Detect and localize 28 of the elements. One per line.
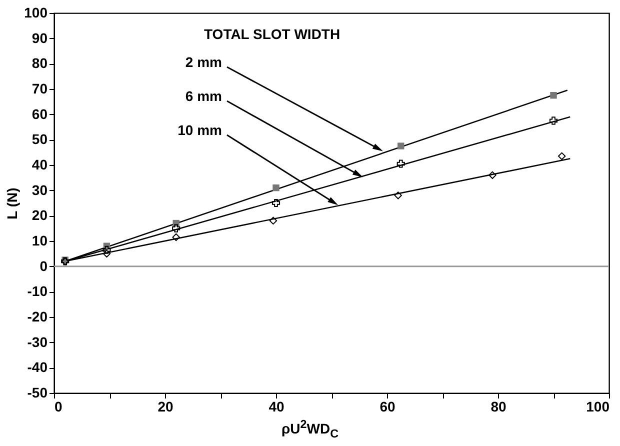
y-tick-label: -40: [27, 359, 48, 376]
y-tick-label: -20: [27, 308, 48, 324]
x-tick-label: 80: [490, 398, 506, 414]
y-tick-label: -50: [27, 384, 48, 400]
y-axis-title: L (N): [4, 188, 20, 220]
x-tick-label: 60: [380, 398, 396, 414]
annotation: 10 mm: [178, 122, 222, 138]
y-tick-label: -10: [27, 283, 48, 300]
x-tick-label: 20: [158, 398, 174, 414]
annotation: TOTAL SLOT WIDTH: [204, 26, 340, 42]
x-tick-label: 0: [54, 398, 62, 414]
y-tick-label: 30: [32, 182, 48, 198]
y-tick-label: 90: [32, 30, 48, 46]
y-tick-label: 100: [24, 4, 48, 20]
y-tick-label: 40: [32, 156, 48, 172]
y-tick-label: 20: [32, 207, 48, 224]
y-tick-label: 0: [40, 258, 48, 274]
y-tick-label: 80: [32, 55, 48, 72]
annotation: 2 mm: [185, 54, 222, 70]
y-tick-label: -30: [27, 334, 48, 350]
y-tick-label: 50: [32, 131, 48, 148]
annotation: 6 mm: [185, 88, 222, 104]
x-tick-label: 40: [268, 398, 284, 414]
y-tick-label: 60: [32, 106, 48, 122]
x-axis-title: ρU$^{2}$WD$_{C}$: [280, 418, 340, 440]
x-tick-label: 100: [586, 398, 610, 414]
y-tick-label: 70: [32, 80, 48, 96]
y-tick-label: 10: [32, 232, 48, 248]
